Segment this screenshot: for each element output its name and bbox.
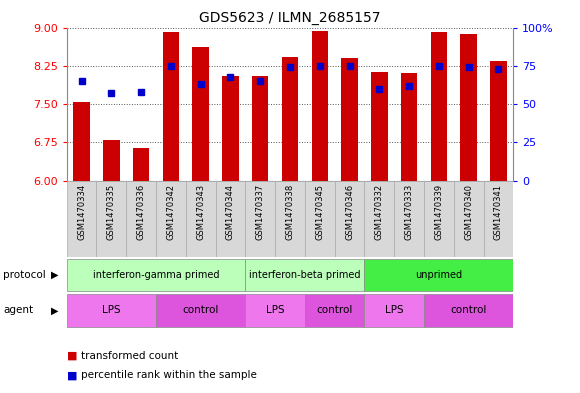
Bar (335, 181, 364, 257)
Text: LPS: LPS (266, 305, 284, 316)
Bar (103, 140, 119, 181)
Text: ▶: ▶ (52, 270, 59, 280)
Text: unprimed: unprimed (415, 270, 462, 280)
Text: protocol: protocol (3, 270, 46, 280)
Text: GSM1470340: GSM1470340 (464, 184, 473, 240)
Text: GSM1470343: GSM1470343 (196, 184, 205, 240)
Bar (282, 57, 298, 181)
Bar (364, 181, 394, 257)
Bar (133, 147, 149, 181)
Bar (245, 181, 275, 257)
Text: control: control (317, 305, 353, 316)
Bar (126, 181, 156, 257)
Bar (156, 294, 245, 327)
Bar (371, 72, 387, 181)
Text: GSM1470346: GSM1470346 (345, 184, 354, 240)
Bar (424, 294, 513, 327)
Title: GDS5623 / ILMN_2685157: GDS5623 / ILMN_2685157 (200, 11, 380, 25)
Bar (311, 31, 328, 181)
Bar (394, 181, 424, 257)
Bar (74, 101, 90, 181)
Text: GSM1470335: GSM1470335 (107, 184, 116, 240)
Text: GSM1470333: GSM1470333 (405, 184, 414, 240)
Text: GSM1470342: GSM1470342 (166, 184, 175, 240)
Bar (484, 181, 513, 257)
Text: GSM1470332: GSM1470332 (375, 184, 384, 240)
Text: percentile rank within the sample: percentile rank within the sample (81, 370, 257, 380)
Bar (305, 294, 364, 327)
Bar (245, 259, 364, 291)
Text: interferon-gamma primed: interferon-gamma primed (93, 270, 219, 280)
Text: GSM1470336: GSM1470336 (137, 184, 146, 240)
Text: GSM1470345: GSM1470345 (316, 184, 324, 240)
Bar (216, 181, 245, 257)
Bar (490, 61, 506, 181)
Bar (67, 294, 156, 327)
Text: GSM1470334: GSM1470334 (77, 184, 86, 240)
Bar (342, 58, 358, 181)
Text: transformed count: transformed count (81, 351, 179, 361)
Bar (67, 259, 245, 291)
Bar (96, 181, 126, 257)
Text: GSM1470341: GSM1470341 (494, 184, 503, 240)
Bar (424, 181, 454, 257)
Bar (193, 47, 209, 181)
Bar (222, 76, 238, 181)
Bar (163, 31, 179, 181)
Text: GSM1470337: GSM1470337 (256, 184, 264, 240)
Text: ■: ■ (67, 351, 77, 361)
Text: LPS: LPS (385, 305, 404, 316)
Bar (275, 181, 305, 257)
Text: ■: ■ (67, 370, 77, 380)
Text: interferon-beta primed: interferon-beta primed (249, 270, 361, 280)
Bar (364, 294, 424, 327)
Text: agent: agent (3, 305, 33, 316)
Text: control: control (451, 305, 487, 316)
Bar (454, 181, 484, 257)
Bar (252, 76, 269, 181)
Text: GSM1470338: GSM1470338 (285, 184, 295, 240)
Text: control: control (183, 305, 219, 316)
Bar (245, 294, 305, 327)
Bar (67, 181, 96, 257)
Bar (431, 31, 447, 181)
Bar (305, 181, 335, 257)
Bar (364, 259, 513, 291)
Bar (401, 73, 417, 181)
Bar (186, 181, 216, 257)
Bar (156, 181, 186, 257)
Text: GSM1470344: GSM1470344 (226, 184, 235, 240)
Text: GSM1470339: GSM1470339 (434, 184, 443, 240)
Text: ▶: ▶ (52, 305, 59, 316)
Text: LPS: LPS (102, 305, 121, 316)
Bar (461, 34, 477, 181)
